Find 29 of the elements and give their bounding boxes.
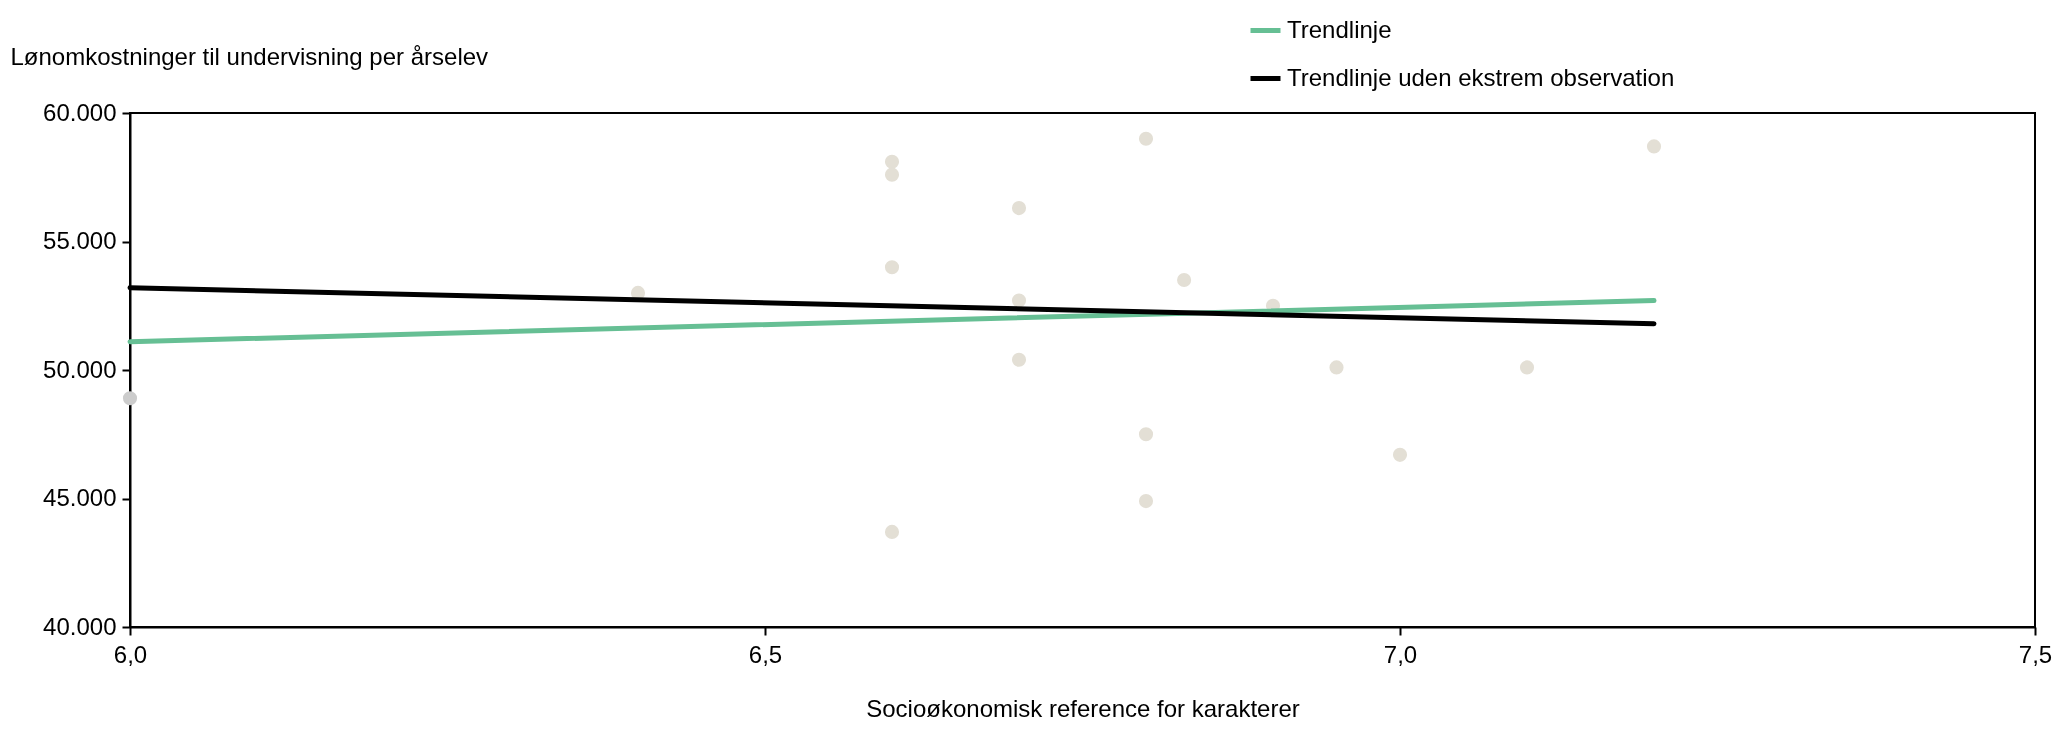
x-tick-label: 6,5 [748, 640, 783, 668]
point [884, 260, 900, 275]
point [1138, 131, 1154, 146]
x-tick-label: 6,0 [113, 640, 148, 668]
point [1519, 360, 1535, 375]
x-axis-title: Socioøkonomisk reference for karakterer [866, 694, 1300, 722]
y-tick-label: 50.000 [43, 355, 117, 383]
y-tick-label: 40.000 [43, 612, 117, 640]
point [1138, 494, 1154, 509]
x-tick-label: 7,5 [2018, 640, 2053, 668]
point [884, 167, 900, 182]
point [1177, 272, 1192, 288]
point [122, 391, 138, 406]
point [1011, 293, 1027, 308]
y-tick-label: 55.000 [43, 227, 117, 254]
point [1011, 201, 1027, 216]
y-tick-label: 60.000 [43, 98, 117, 126]
point [884, 524, 900, 539]
point [1011, 352, 1027, 367]
point [1329, 360, 1344, 375]
legend-label: Trendlinje [1287, 15, 1392, 43]
y-tick-label: 45.000 [43, 484, 117, 511]
point [1392, 447, 1408, 462]
x-tick-label: 7,0 [1383, 640, 1418, 668]
point [1138, 427, 1154, 442]
y-axis-title: Lønomkostninger til undervisning per årselev [10, 42, 489, 70]
point [1646, 139, 1662, 154]
point [884, 154, 900, 169]
legend-label: Trendlinje uden ekstrem observation [1287, 63, 1675, 91]
